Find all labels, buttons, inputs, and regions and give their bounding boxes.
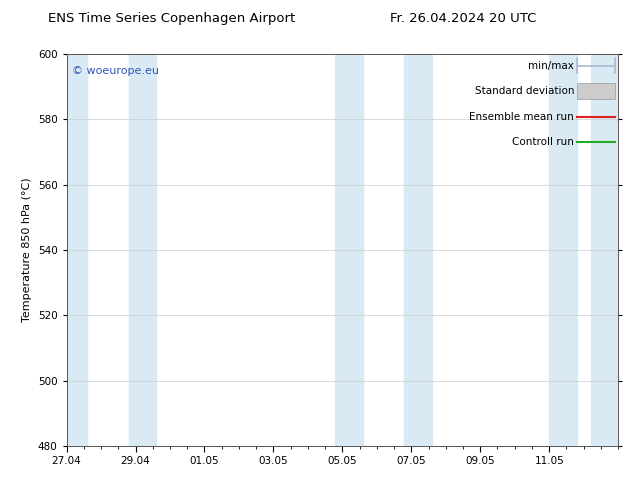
Text: © woeurope.eu: © woeurope.eu: [72, 66, 159, 75]
Bar: [404, 54, 432, 446]
Text: Ensemble mean run: Ensemble mean run: [469, 112, 574, 122]
Bar: [129, 54, 156, 446]
Bar: [590, 54, 618, 446]
Y-axis label: Temperature 850 hPa (°C): Temperature 850 hPa (°C): [22, 177, 32, 322]
Bar: [549, 54, 577, 446]
Bar: [335, 54, 363, 446]
Text: Standard deviation: Standard deviation: [474, 86, 574, 96]
Bar: [577, 83, 616, 99]
Text: Controll run: Controll run: [512, 137, 574, 147]
Text: Fr. 26.04.2024 20 UTC: Fr. 26.04.2024 20 UTC: [390, 12, 536, 25]
Text: min/max: min/max: [528, 61, 574, 71]
Bar: [67, 54, 87, 446]
Text: ENS Time Series Copenhagen Airport: ENS Time Series Copenhagen Airport: [48, 12, 295, 25]
